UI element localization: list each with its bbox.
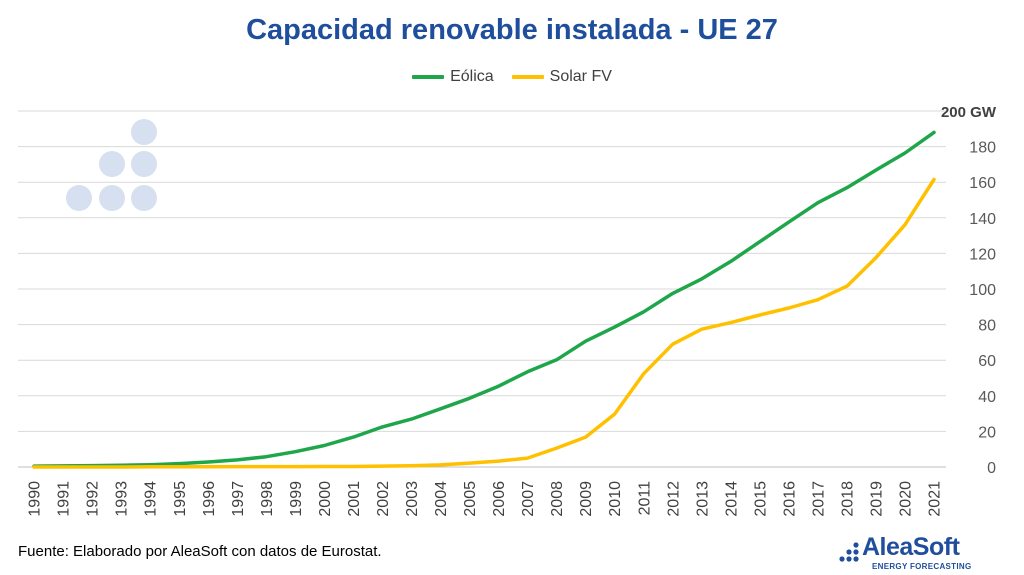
x-tick-label: 2017 xyxy=(810,481,827,517)
x-tick-label: 2018 xyxy=(840,481,857,517)
legend-label-solar: Solar FV xyxy=(549,68,612,85)
y-tick-label: 140 xyxy=(969,211,996,228)
x-tick-label: 1990 xyxy=(27,481,44,517)
chart-legend: Eólica Solar FV xyxy=(0,68,1024,86)
y-tick-label: 40 xyxy=(978,389,996,406)
y-tick-label: 120 xyxy=(969,246,996,263)
x-tick-label: 2003 xyxy=(404,481,421,517)
x-tick-label: 2006 xyxy=(491,481,508,517)
x-tick-label: 2013 xyxy=(694,481,711,517)
legend-item-eolica: Eólica xyxy=(412,68,494,86)
x-tick-label: 2020 xyxy=(898,481,915,517)
x-axis: 1990 1991 1992 1993 1994 1995 1996 1997 1998 1999… xyxy=(27,481,944,517)
x-tick-label: 2011 xyxy=(636,481,653,516)
x-tick-label: 1993 xyxy=(114,481,131,517)
watermark-dot xyxy=(99,151,125,177)
logo-subtitle: ENERGY FORECASTING xyxy=(872,562,972,571)
x-tick-label: 2021 xyxy=(927,481,944,517)
watermark-dot xyxy=(131,185,157,211)
x-tick-label: 1994 xyxy=(143,481,160,517)
x-tick-label: 2015 xyxy=(752,481,769,517)
x-tick-label: 2014 xyxy=(723,481,740,517)
y-tick-label: 0 xyxy=(987,460,996,477)
legend-label-eolica: Eólica xyxy=(450,68,494,85)
aleasoft-logo: AleaSoft ENERGY FORECASTING xyxy=(838,532,998,572)
logo-name: AleaSoft xyxy=(862,533,960,561)
x-tick-label: 1999 xyxy=(288,481,305,517)
legend-item-solar: Solar FV xyxy=(511,68,612,86)
watermark-dot xyxy=(66,185,92,211)
gridlines xyxy=(18,110,946,468)
x-tick-label: 1992 xyxy=(85,481,102,517)
x-tick-label: 1991 xyxy=(56,481,73,517)
x-tick-label: 2000 xyxy=(317,481,334,517)
x-tick-label: 2016 xyxy=(781,481,798,517)
x-tick-label: 2012 xyxy=(665,481,682,517)
x-tick-label: 1997 xyxy=(230,481,247,517)
source-note: Fuente: Elaborado por AleaSoft con datos… xyxy=(18,543,382,560)
y-tick-label: 200 GW xyxy=(941,104,997,121)
x-tick-label: 2005 xyxy=(462,481,479,517)
y-tick-label: 180 xyxy=(969,140,996,157)
watermark-dot xyxy=(99,185,125,211)
series-lines xyxy=(32,130,936,469)
legend-swatch-eolica xyxy=(412,75,445,79)
legend-swatch-solar xyxy=(511,75,544,79)
x-tick-label: 2002 xyxy=(375,481,392,517)
y-axis: 0 20 40 60 80 100 120 140 160 180 200 GW xyxy=(941,104,997,477)
y-tick-label: 160 xyxy=(969,175,996,192)
watermark-dot xyxy=(131,119,157,145)
series-line-eolica xyxy=(32,130,936,468)
x-tick-label: 2008 xyxy=(549,481,566,517)
x-tick-label: 2010 xyxy=(607,481,624,517)
series-line-solar xyxy=(32,177,936,469)
x-tick-label: 1996 xyxy=(201,481,218,517)
x-tick-label: 1995 xyxy=(172,481,189,517)
y-tick-label: 60 xyxy=(978,353,996,370)
x-tick-label: 2004 xyxy=(433,481,450,517)
y-tick-label: 20 xyxy=(978,424,996,441)
y-tick-label: 100 xyxy=(969,282,996,299)
x-tick-label: 2019 xyxy=(869,481,886,517)
logo-dots-icon xyxy=(839,542,859,562)
watermark-dots xyxy=(66,119,157,211)
y-tick-label: 80 xyxy=(978,318,996,335)
x-tick-label: 2001 xyxy=(346,481,363,517)
watermark-dot xyxy=(131,151,157,177)
chart-title: Capacidad renovable instalada - UE 27 xyxy=(246,14,778,46)
x-tick-label: 1998 xyxy=(259,481,276,517)
x-tick-label: 2007 xyxy=(520,481,537,517)
x-tick-label: 2009 xyxy=(578,481,595,517)
